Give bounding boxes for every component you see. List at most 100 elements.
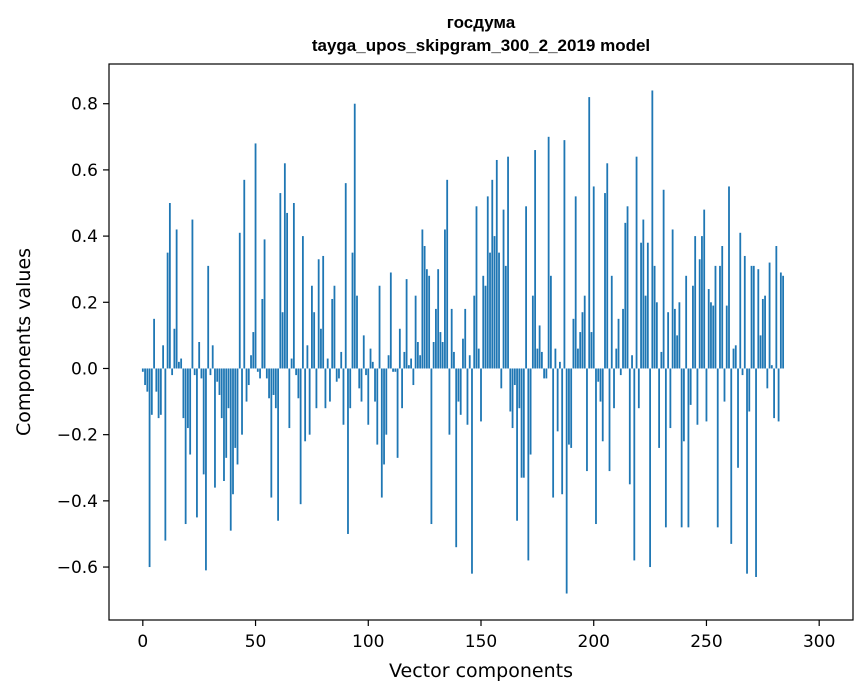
bar-146 xyxy=(471,368,473,574)
bar-118 xyxy=(407,365,410,369)
bar-239 xyxy=(680,368,683,528)
bar-201 xyxy=(595,368,597,525)
bar-231 xyxy=(662,189,665,369)
bar-199 xyxy=(590,332,593,369)
bar-219 xyxy=(635,156,638,369)
bar-151 xyxy=(482,275,485,369)
bar-78 xyxy=(317,259,320,369)
bar-174 xyxy=(534,150,537,369)
bar-30 xyxy=(209,368,212,376)
bar-80 xyxy=(322,255,325,369)
bar-90 xyxy=(344,183,347,369)
bar-102 xyxy=(371,361,374,369)
bar-5 xyxy=(153,318,155,369)
bar-133 xyxy=(441,342,444,369)
bar-270 xyxy=(750,265,753,369)
bar-135 xyxy=(446,179,449,369)
bar-76 xyxy=(313,312,316,369)
bar-88 xyxy=(340,351,343,369)
bar-284 xyxy=(782,275,785,369)
bar-169 xyxy=(522,368,525,478)
bar-81 xyxy=(324,368,327,409)
bar-187 xyxy=(563,140,566,369)
bar-250 xyxy=(705,368,708,422)
bar-269 xyxy=(748,368,751,412)
bar-205 xyxy=(604,193,606,369)
bar-235 xyxy=(671,229,674,369)
bar-106 xyxy=(380,368,383,498)
y-tick-label: 0.0 xyxy=(71,359,98,379)
bar-79 xyxy=(320,328,322,369)
bar-55 xyxy=(265,368,268,379)
bar-44 xyxy=(241,368,243,435)
bar-3 xyxy=(148,368,151,568)
bar-253 xyxy=(712,305,715,369)
bar-242 xyxy=(687,368,690,528)
bar-119 xyxy=(410,358,413,369)
bar-191 xyxy=(572,318,575,369)
bar-64 xyxy=(286,212,289,369)
y-axis-ticks: −0.6 −0.4 −0.2 0.0 0.2 0.4 0.6 0.8 xyxy=(57,95,109,578)
bar-142 xyxy=(462,338,464,369)
bar-179 xyxy=(545,368,548,379)
bar-107 xyxy=(383,368,385,465)
bar-180 xyxy=(547,136,550,369)
bar-243 xyxy=(689,368,692,405)
bar-246 xyxy=(696,368,699,425)
bar-70 xyxy=(299,368,302,505)
bar-94 xyxy=(353,103,356,369)
bar-155 xyxy=(491,179,494,369)
bar-186 xyxy=(561,368,564,495)
bar-33 xyxy=(216,368,219,382)
bar-138 xyxy=(453,351,455,369)
bar-28 xyxy=(205,368,207,571)
bar-42 xyxy=(236,368,239,465)
bar-41 xyxy=(234,368,237,448)
bar-208 xyxy=(610,275,613,369)
bar-165 xyxy=(513,368,516,386)
bar-210 xyxy=(615,348,618,369)
bar-197 xyxy=(586,368,588,472)
bar-257 xyxy=(721,246,724,369)
bar-92 xyxy=(349,368,352,409)
bar-145 xyxy=(468,355,471,369)
bar-178 xyxy=(543,368,546,379)
bar-72 xyxy=(304,368,307,442)
bar-65 xyxy=(288,368,291,429)
bar-49 xyxy=(252,332,255,369)
bar-96 xyxy=(358,368,361,389)
bar-131 xyxy=(437,269,440,369)
bar-126 xyxy=(425,269,428,369)
bar-229 xyxy=(658,368,661,448)
bar-164 xyxy=(511,368,514,429)
y-tick-label: 0.6 xyxy=(71,161,98,181)
bar-14 xyxy=(173,328,176,369)
bar-237 xyxy=(676,335,679,369)
x-tick-label: 0 xyxy=(137,632,148,652)
bar-36 xyxy=(223,368,225,481)
bar-101 xyxy=(369,348,372,369)
bar-125 xyxy=(423,246,426,369)
bar-256 xyxy=(719,265,721,369)
bar-226 xyxy=(651,90,654,369)
bar-221 xyxy=(640,242,642,369)
bar-189 xyxy=(568,368,570,445)
bar-234 xyxy=(669,368,672,429)
y-tick-label: −0.2 xyxy=(57,426,98,446)
bar-217 xyxy=(631,355,633,369)
bar-267 xyxy=(743,255,746,369)
bar-95 xyxy=(356,295,358,369)
bar-71 xyxy=(301,236,304,369)
bar-238 xyxy=(678,302,681,369)
bar-87 xyxy=(338,368,340,379)
bar-193 xyxy=(577,348,579,369)
bar-113 xyxy=(396,368,399,458)
bar-35 xyxy=(220,368,223,419)
bar-47 xyxy=(247,368,250,386)
bar-150 xyxy=(480,368,482,422)
bar-103 xyxy=(374,368,376,402)
bar-58 xyxy=(272,368,275,395)
bar-89 xyxy=(342,368,345,425)
bar-272 xyxy=(755,368,757,577)
